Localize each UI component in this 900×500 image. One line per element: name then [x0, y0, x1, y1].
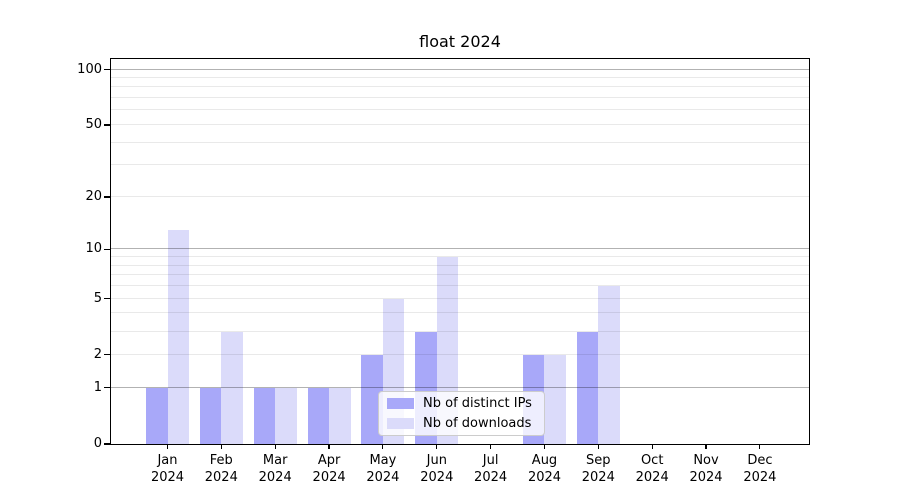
y-tick-mark — [104, 354, 110, 356]
x-tick-label: Nov 2024 — [689, 453, 723, 485]
x-tick-mark — [436, 445, 438, 449]
x-tick-label: Mar 2024 — [258, 453, 292, 485]
gridline-minor — [111, 196, 809, 197]
bar-downloads-feb — [221, 331, 243, 444]
legend-label-distinct-ips: Nb of distinct IPs — [423, 396, 532, 411]
chart-title: float 2024 — [419, 32, 501, 51]
bar-ips-sep — [576, 331, 599, 444]
bar-downloads-sep — [598, 286, 620, 444]
y-tick-label: 10 — [85, 241, 102, 257]
gridline-minor — [111, 97, 809, 99]
gridline-minor — [111, 274, 809, 276]
x-tick-mark — [382, 445, 384, 449]
x-tick-label: Aug 2024 — [527, 453, 562, 485]
x-tick-mark — [328, 445, 330, 449]
bar-downloads-aug — [544, 354, 566, 444]
legend: Nb of distinct IPs Nb of downloads — [378, 391, 545, 436]
gridline-minor — [111, 141, 809, 143]
gridline-minor — [111, 353, 809, 355]
y-tick-label: 2 — [93, 346, 102, 362]
x-tick-label: Oct 2024 — [635, 453, 669, 485]
x-tick-mark — [759, 445, 761, 449]
gridline-minor — [111, 77, 809, 78]
x-tick-mark — [490, 445, 492, 449]
gridline-minor — [111, 124, 809, 125]
x-tick-label: Jul 2024 — [474, 453, 508, 485]
y-tick-mark — [104, 124, 110, 126]
bar-downloads-jan — [167, 229, 189, 444]
legend-label-downloads: Nb of downloads — [423, 416, 532, 431]
y-tick-label: 100 — [77, 61, 102, 77]
gridline-major — [111, 248, 809, 250]
bar-ips-apr — [307, 387, 330, 444]
x-tick-label: Jan 2024 — [150, 453, 185, 485]
y-tick-label: 5 — [93, 290, 102, 306]
legend-entry-downloads: Nb of downloads — [387, 415, 536, 432]
bar-ips-jan — [146, 387, 168, 444]
y-tick-mark — [104, 196, 110, 198]
bar-downloads-apr — [329, 387, 351, 444]
plot-area — [110, 58, 810, 445]
x-tick-label: Jun 2024 — [420, 453, 454, 485]
gridline-minor — [111, 285, 809, 287]
y-tick-mark — [104, 68, 110, 71]
y-tick-label: 1 — [93, 379, 102, 395]
x-tick-label: May 2024 — [366, 453, 400, 485]
y-tick-label: 50 — [85, 117, 102, 132]
y-tick-mark — [104, 443, 110, 445]
gridline-major — [111, 386, 809, 388]
gridline-minor — [111, 164, 809, 166]
x-tick-mark — [220, 445, 222, 449]
bar-ips-feb — [199, 387, 222, 444]
x-tick-label: Dec 2024 — [743, 453, 777, 485]
x-tick-mark — [274, 445, 276, 449]
x-tick-mark — [543, 445, 546, 449]
legend-swatch-distinct-ips — [387, 398, 414, 409]
y-tick-mark — [104, 298, 110, 300]
legend-entry-distinct-ips: Nb of distinct IPs — [387, 395, 536, 412]
bar-ips-mar — [253, 387, 276, 444]
gridline-minor — [111, 86, 809, 88]
gridline-minor — [111, 297, 809, 299]
gridline-minor — [111, 312, 809, 314]
gridline-minor — [111, 256, 809, 258]
x-tick-mark — [705, 445, 707, 449]
x-tick-label: Feb 2024 — [204, 453, 238, 485]
y-tick-label: 0 — [93, 436, 102, 451]
gridline-minor — [111, 109, 809, 111]
y-tick-label: 20 — [85, 189, 102, 204]
bar-ips-may — [361, 354, 383, 444]
gridline-minor — [111, 330, 809, 332]
x-tick-label: Apr 2024 — [312, 453, 346, 485]
x-tick-mark — [597, 445, 599, 449]
gridline-major — [111, 68, 809, 70]
gridline-minor — [111, 264, 809, 266]
y-tick-mark — [104, 387, 110, 389]
bar-downloads-mar — [275, 387, 297, 444]
y-tick-mark — [104, 248, 110, 250]
x-tick-mark — [651, 445, 653, 449]
legend-swatch-downloads — [387, 418, 414, 429]
x-tick-label: Sep 2024 — [581, 453, 615, 485]
x-tick-mark — [166, 445, 169, 449]
